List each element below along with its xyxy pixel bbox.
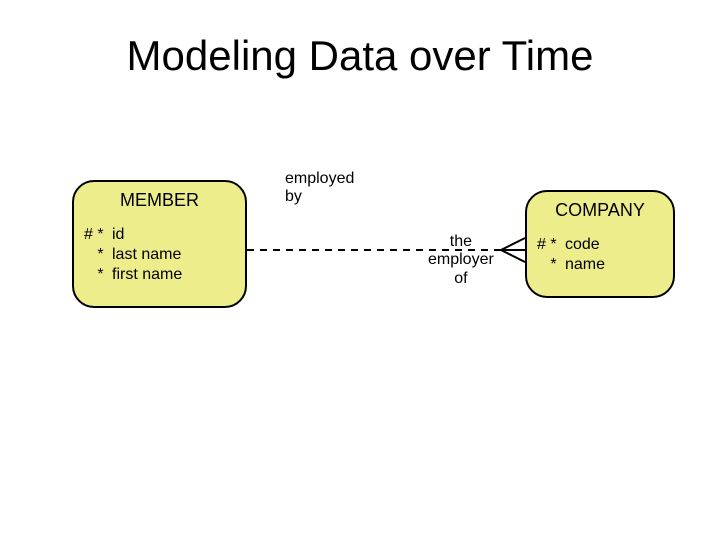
attr-label: last name: [112, 245, 181, 265]
attr-label: id: [112, 225, 124, 245]
entity-member-name: MEMBER: [84, 190, 235, 211]
entity-member-attr: * last name: [84, 245, 235, 265]
relationship-label-left: employed by: [285, 170, 354, 207]
entity-member: MEMBER # * id * last name * first name: [72, 180, 247, 308]
attr-mark: *: [537, 255, 565, 275]
page-title: Modeling Data over Time: [0, 32, 720, 80]
entity-company: COMPANY # * code * name: [525, 190, 675, 298]
entity-company-attr: * name: [537, 255, 663, 275]
attr-mark: *: [84, 245, 112, 265]
attr-label: code: [565, 235, 600, 255]
entity-company-name: COMPANY: [537, 200, 663, 221]
attr-mark: *: [84, 265, 112, 285]
relationship-label-right: the employer of: [428, 233, 494, 288]
entity-member-attributes: # * id * last name * first name: [84, 225, 235, 285]
attr-mark: # *: [84, 225, 112, 245]
entity-company-attr: # * code: [537, 235, 663, 255]
diagram-stage: Modeling Data over Time MEMBER # * id * …: [0, 0, 720, 540]
attr-mark: # *: [537, 235, 565, 255]
attr-label: name: [565, 255, 605, 275]
attr-label: first name: [112, 265, 182, 285]
entity-member-attr: * first name: [84, 265, 235, 285]
entity-company-attributes: # * code * name: [537, 235, 663, 275]
entity-member-attr: # * id: [84, 225, 235, 245]
